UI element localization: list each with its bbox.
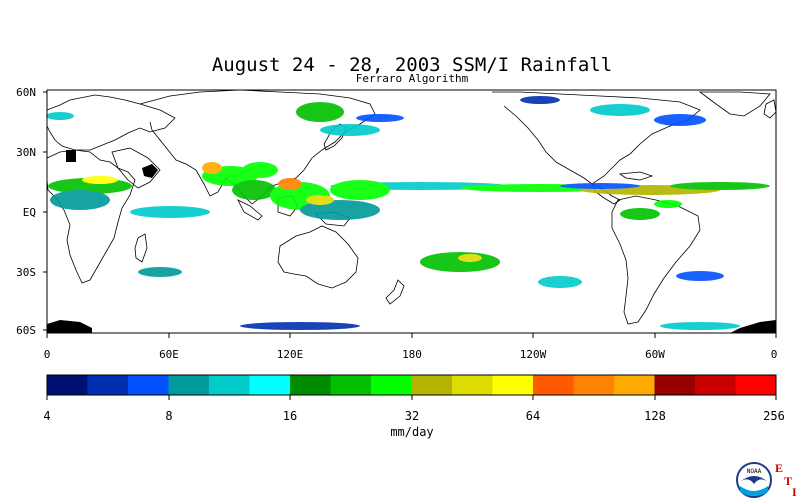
rain-cell — [232, 180, 276, 200]
colorbar-swatch — [573, 375, 615, 395]
antarctica-mass-east — [730, 320, 776, 333]
rain-cell — [520, 96, 560, 104]
colorbar-swatch — [695, 375, 736, 395]
noaa-logo-text: NOAA — [747, 468, 762, 475]
africa-outline — [46, 149, 136, 284]
rain-cell — [458, 254, 482, 262]
caribbean-outline — [618, 171, 654, 181]
sumatra-outline — [237, 199, 263, 221]
colorbar-tick-label: 8 — [165, 409, 172, 423]
colorbar-swatch — [735, 375, 777, 395]
rain-cell — [202, 162, 222, 174]
colorbar-units: mm/day — [390, 425, 433, 439]
rainfall-pattern — [46, 96, 770, 330]
lon-label: 180 — [402, 348, 422, 361]
noaa-wave-icon — [740, 486, 768, 496]
lat-label: 30S — [16, 266, 36, 279]
rain-cell — [670, 182, 770, 190]
colorbar-swatch — [411, 375, 453, 395]
rain-cell — [676, 271, 724, 281]
colorbar-swatch — [654, 375, 696, 395]
noaa-bird-icon — [740, 476, 768, 484]
lon-label: 120W — [520, 348, 547, 361]
rain-cell — [620, 208, 660, 220]
colorbar-swatch — [452, 375, 493, 395]
colorbar-swatch — [492, 375, 534, 395]
colorbar-swatch — [87, 375, 129, 395]
colorbar-swatch — [47, 375, 88, 395]
arabia-outline — [111, 147, 161, 189]
colorbar-swatch — [168, 375, 210, 395]
australia-outline — [277, 225, 359, 289]
colorbar-tick-label: 32 — [405, 409, 419, 423]
lat-label: 60S — [16, 324, 36, 337]
colorbar-tick-label: 16 — [283, 409, 297, 423]
rain-cell — [278, 178, 302, 190]
colorbar-swatch — [249, 375, 291, 395]
rain-cell — [660, 322, 740, 330]
latitude-axis: 60N 30N EQ 30S 60S — [16, 86, 47, 337]
colorbar-tick-label: 64 — [526, 409, 540, 423]
lon-label: 120E — [277, 348, 304, 361]
eti-letter: E — [775, 461, 783, 475]
rain-cell — [138, 267, 182, 277]
map-panel: 60N 30N EQ 30S 60S 0 60E 120E 180 120W 6… — [16, 86, 777, 361]
new-zealand-outline — [385, 279, 405, 305]
rain-cell — [654, 114, 706, 126]
rain-cell — [46, 112, 74, 120]
colorbar-swatch — [330, 375, 372, 395]
rain-cell — [242, 162, 278, 178]
rain-cell — [420, 252, 500, 272]
madagascar-outline — [134, 233, 148, 263]
rain-cell — [50, 190, 110, 210]
lat-label: EQ — [23, 206, 36, 219]
colorbar-tick-label: 256 — [763, 409, 785, 423]
antarctica-mass — [47, 320, 92, 333]
lat-label: 30N — [16, 146, 36, 159]
colorbar-swatch — [533, 375, 574, 395]
colorbar-swatch — [614, 375, 655, 395]
colorbar-swatch — [128, 375, 169, 395]
europe-outline — [46, 94, 176, 151]
rain-cell — [82, 176, 118, 184]
figure-subtitle: Ferraro Algorithm — [356, 72, 469, 85]
rain-cell — [296, 102, 344, 122]
colorbar-tick-label: 4 — [43, 409, 50, 423]
rain-cell — [356, 114, 404, 122]
africa-lake-feature — [66, 150, 76, 162]
north-america-outline — [492, 91, 701, 185]
south-america-outline — [611, 195, 701, 325]
dark-features — [47, 150, 776, 333]
colorbar-tick-label: 128 — [644, 409, 666, 423]
colorbar-swatch — [371, 375, 412, 395]
rain-cell — [130, 206, 210, 218]
rain-cell — [306, 195, 334, 205]
rain-cell — [320, 124, 380, 136]
rain-cell — [330, 180, 390, 200]
eti-letter: T — [784, 474, 792, 488]
lon-label: 60E — [159, 348, 179, 361]
rain-cell — [240, 322, 360, 330]
lat-label: 60N — [16, 86, 36, 99]
rain-cell — [560, 183, 640, 189]
lon-label: 0 — [44, 348, 51, 361]
greenland-outline — [698, 91, 771, 117]
figure-title: August 24 - 28, 2003 SSM/I Rainfall — [212, 54, 612, 76]
colorbar-swatch — [290, 375, 331, 395]
lon-label: 0 — [771, 348, 778, 361]
colorbar-swatches — [47, 375, 777, 395]
longitude-axis: 0 60E 120E 180 120W 60W 0 — [44, 333, 778, 361]
rain-cell — [654, 200, 682, 208]
eti-letter: I — [792, 485, 797, 499]
rain-cell — [590, 104, 650, 116]
colorbar: 4 8 16 32 64 128 256 mm/day — [43, 374, 785, 439]
colorbar-ticks — [46, 395, 777, 400]
noaa-logo: NOAA — [736, 462, 772, 498]
caspian-feature — [142, 164, 158, 178]
colorbar-swatch — [209, 375, 250, 395]
lon-label: 60W — [645, 348, 665, 361]
rain-cell — [538, 276, 582, 288]
uk-outline — [763, 99, 777, 119]
